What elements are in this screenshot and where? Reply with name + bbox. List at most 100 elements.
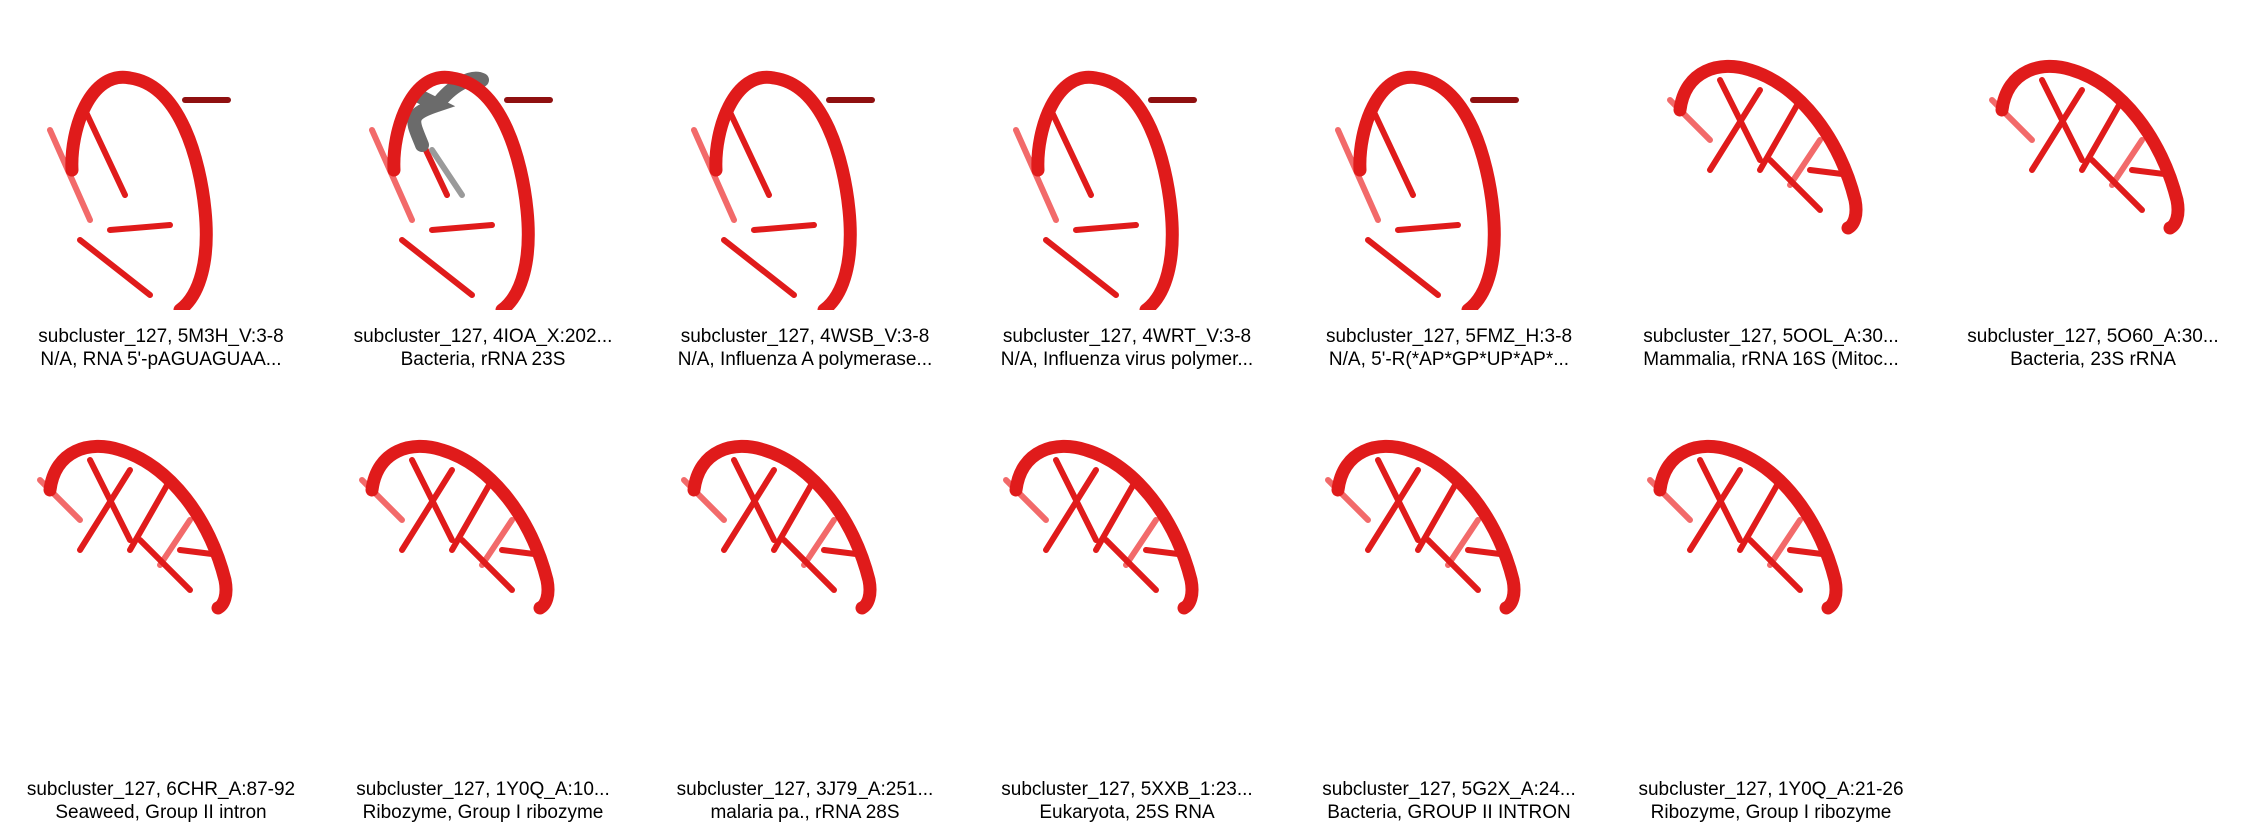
base-stick [721, 467, 777, 553]
structure-tile: subcluster_127, 1Y0Q_A:10... Ribozyme, Gr… [322, 400, 644, 823]
structure-image [1647, 439, 1843, 615]
structure-desc-label: malaria pa., rRNA 28S [710, 802, 900, 823]
backbone-strand [65, 70, 213, 310]
structure-desc-label: Bacteria, 23S rRNA [2010, 349, 2176, 370]
backbone-strand [1353, 70, 1501, 310]
base-stick [801, 517, 837, 568]
rna-model [1013, 70, 1197, 310]
structure-tile: subcluster_127, 5M3H_V:3-8 N/A, RNA 5'-pA… [0, 10, 322, 370]
backbone-strand [1009, 439, 1199, 615]
base-stick [82, 107, 128, 198]
backbone-strand [709, 70, 857, 310]
structure-tile: subcluster_127, 5O60_A:30... Bacteria, 23… [1932, 10, 2254, 370]
base-stick [429, 147, 465, 198]
base-stick [1123, 517, 1159, 568]
structure-id-label: subcluster_127, 1Y0Q_A:10... [356, 779, 610, 800]
rna-model [1335, 70, 1519, 310]
structure-tile: subcluster_127, 4WSB_V:3-8 N/A, Influenza… [644, 10, 966, 370]
base-stick [721, 237, 797, 298]
structure-desc-label: Bacteria, GROUP II INTRON [1327, 802, 1571, 823]
base-stick [1687, 467, 1743, 553]
base-stick [1043, 237, 1119, 298]
structure-desc-label: N/A, RNA 5'-pAGUAGUAA... [40, 349, 282, 370]
base-stick [127, 477, 173, 553]
structure-image [681, 439, 877, 615]
structure-tile: subcluster_127, 3J79_A:251... malaria pa.… [644, 400, 966, 823]
structure-grid: subcluster_127, 5M3H_V:3-8 N/A, RNA 5'-pA… [0, 10, 2254, 823]
backbone-strand [687, 439, 877, 615]
structure-image [1989, 59, 2185, 235]
base-stick [1043, 467, 1099, 553]
base-stick [1747, 537, 1803, 593]
base-stick [2029, 87, 2085, 173]
base-stick [726, 107, 772, 198]
structure-image [691, 70, 875, 310]
base-stick [1395, 222, 1461, 233]
rna-model [359, 439, 555, 615]
backbone-strand [1995, 59, 2185, 235]
structure-id-label: subcluster_127, 5XXB_1:23... [1001, 779, 1253, 800]
structure-image [1013, 70, 1197, 310]
structure-tile: subcluster_127, 4IOA_X:202... Bacteria, r… [322, 10, 644, 370]
base-stick [771, 477, 817, 553]
base-stick [1048, 107, 1094, 198]
structure-id-label: subcluster_127, 4WSB_V:3-8 [680, 326, 930, 347]
rna-model [369, 70, 553, 310]
structure-desc-label: N/A, Influenza A polymerase... [677, 349, 933, 370]
structure-id-label: subcluster_127, 4IOA_X:202... [353, 326, 613, 347]
structure-id-label: subcluster_127, 4WRT_V:3-8 [1002, 326, 1252, 347]
rna-model [1667, 59, 1863, 235]
structure-id-label: subcluster_127, 5G2X_A:24... [1322, 779, 1576, 800]
backbone-strand [1031, 70, 1179, 310]
structure-tile: subcluster_127, 4WRT_V:3-8 N/A, Influenza… [966, 10, 1288, 370]
base-stick [479, 517, 515, 568]
base-stick [1425, 537, 1481, 593]
structure-image [359, 439, 555, 615]
structure-tile: subcluster_127, 5FMZ_H:3-8 N/A, 5'-R(*AP*… [1288, 10, 1610, 370]
backbone-strand [365, 439, 555, 615]
base-stick [1707, 87, 1763, 173]
base-stick [137, 537, 193, 593]
base-stick [1737, 477, 1783, 553]
structure-image [47, 70, 231, 310]
base-stick [399, 467, 455, 553]
structure-id-label: subcluster_127, 5FMZ_H:3-8 [1325, 326, 1573, 347]
backbone-strand [1653, 439, 1843, 615]
rna-model [47, 70, 231, 310]
base-stick [1093, 477, 1139, 553]
structure-desc-label: N/A, 5'-R(*AP*GP*UP*AP*... [1328, 349, 1570, 370]
structure-id-label: subcluster_127, 5O60_A:30... [1967, 326, 2219, 347]
structure-image [37, 439, 233, 615]
structure-image [1335, 70, 1519, 310]
base-stick [781, 537, 837, 593]
rna-model [691, 70, 875, 310]
structure-image [1667, 59, 1863, 235]
backbone-strand [387, 70, 535, 310]
structure-desc-label: Ribozyme, Group I ribozyme [1650, 802, 1892, 823]
base-stick [449, 477, 495, 553]
base-stick [77, 467, 133, 553]
base-stick [1370, 107, 1416, 198]
structure-desc-label: Seaweed, Group II intron [55, 802, 267, 823]
structure-tile: subcluster_127, 5OOL_A:30... Mammalia, rR… [1610, 10, 1932, 370]
base-stick [1757, 97, 1803, 173]
base-stick [157, 517, 193, 568]
base-stick [459, 537, 515, 593]
rna-model [1647, 439, 1843, 615]
backbone-strand [1331, 439, 1521, 615]
structure-image [369, 70, 553, 310]
base-stick [1445, 517, 1481, 568]
base-stick [1415, 477, 1461, 553]
base-stick [1365, 467, 1421, 553]
backbone-strand [43, 439, 233, 615]
rna-model [1003, 439, 1199, 615]
structure-image [1325, 439, 1521, 615]
base-stick [2109, 137, 2145, 188]
base-stick [399, 237, 475, 298]
backbone-strand [1673, 59, 1863, 235]
base-stick [751, 222, 817, 233]
base-stick [1103, 537, 1159, 593]
structure-desc-label: Ribozyme, Group I ribozyme [362, 802, 604, 823]
structure-desc-label: Bacteria, rRNA 23S [400, 349, 566, 370]
structure-tile: subcluster_127, 5XXB_1:23... Eukaryota, 2… [966, 400, 1288, 823]
